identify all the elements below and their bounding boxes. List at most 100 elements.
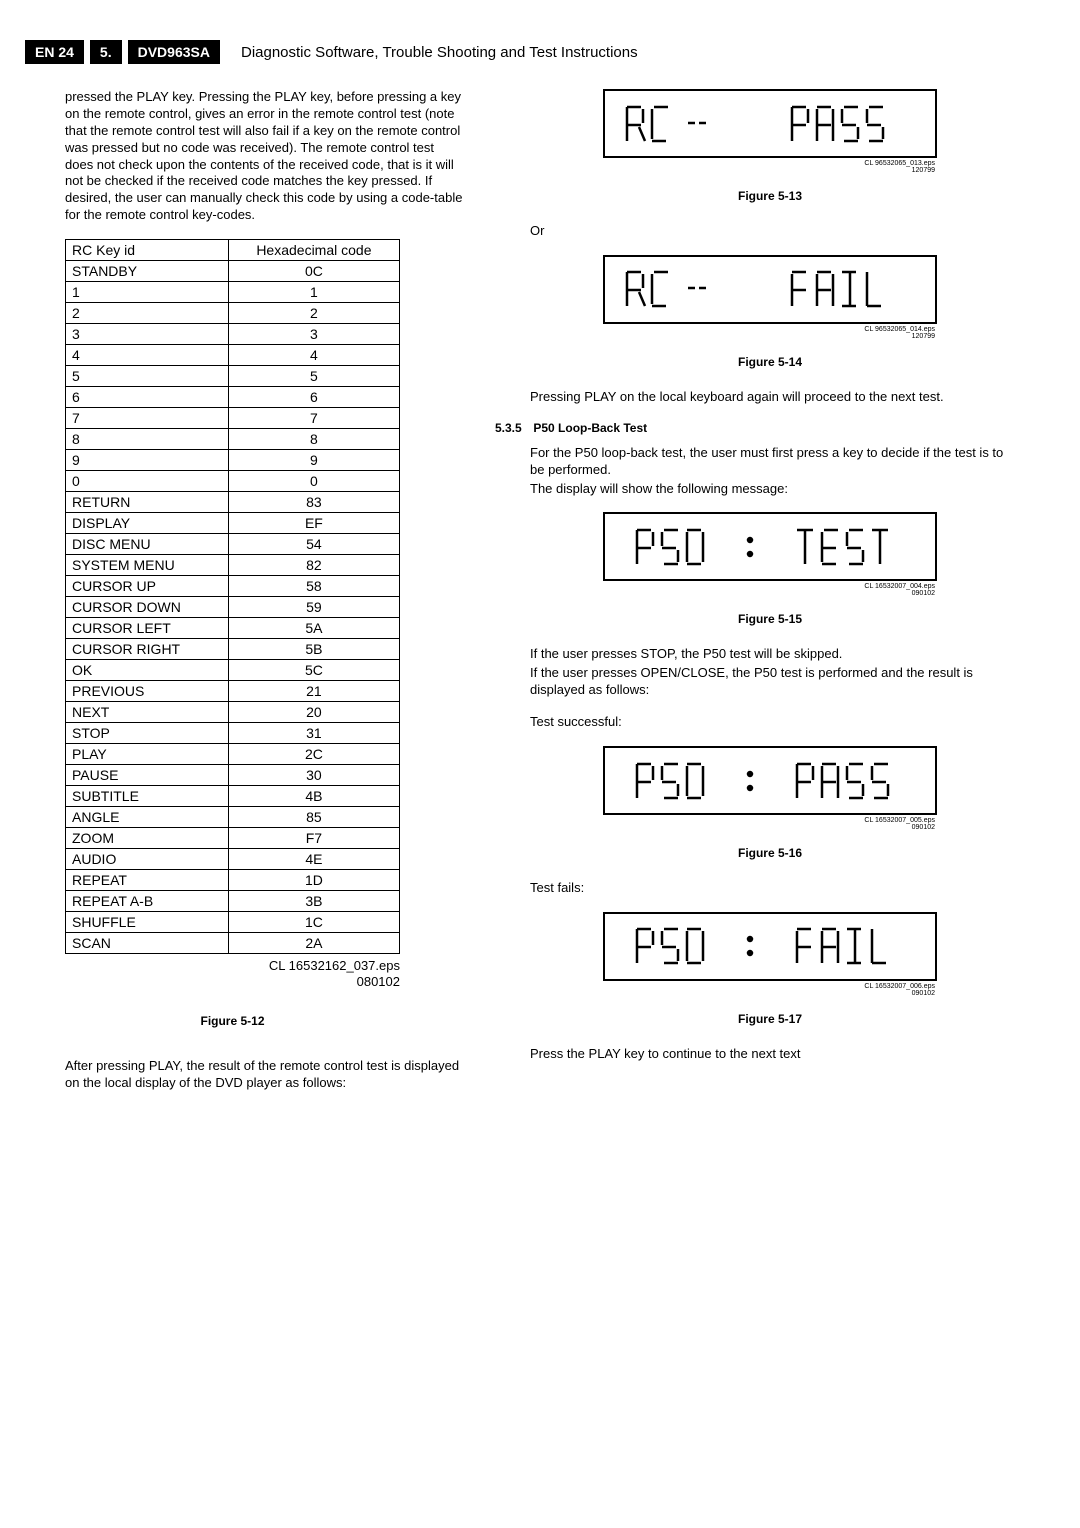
table-cell-code: 5B — [228, 639, 399, 660]
table-cell-key: STANDBY — [66, 261, 229, 282]
figure-14-label: Figure 5-14 — [530, 355, 1010, 369]
table-cell-key: PAUSE — [66, 765, 229, 786]
table-cell-key: PREVIOUS — [66, 681, 229, 702]
seg-p50-fail — [620, 925, 920, 967]
table-row: SCAN2A — [66, 933, 400, 954]
table-row: CURSOR DOWN59 — [66, 597, 400, 618]
table-cell-code: 1D — [228, 870, 399, 891]
table-row: 99 — [66, 450, 400, 471]
seg-p50-pass — [620, 760, 920, 802]
table-row: CURSOR UP58 — [66, 576, 400, 597]
table-row: PREVIOUS21 — [66, 681, 400, 702]
or-text: Or — [530, 223, 1010, 240]
table-row: AUDIO4E — [66, 849, 400, 870]
table-row: SYSTEM MENU82 — [66, 555, 400, 576]
rc-code-table: RC Key id Hexadecimal code STANDBY0C1122… — [65, 239, 400, 954]
table-cell-code: 30 — [228, 765, 399, 786]
eps-date: 080102 — [357, 974, 400, 989]
display-p50-fail — [603, 912, 937, 981]
table-row: NEXT20 — [66, 702, 400, 723]
table-row: 00 — [66, 471, 400, 492]
table-row: PLAY2C — [66, 744, 400, 765]
fig15-eps: CL 16532007_004.eps — [864, 583, 935, 590]
seg-rc-pass — [620, 103, 920, 145]
table-cell-key: CURSOR LEFT — [66, 618, 229, 639]
table-cell-key: NEXT — [66, 702, 229, 723]
table-cell-code: 2 — [228, 303, 399, 324]
table-cell-code: 5C — [228, 660, 399, 681]
table-row: OK5C — [66, 660, 400, 681]
table-cell-code: 4B — [228, 786, 399, 807]
table-cell-key: 9 — [66, 450, 229, 471]
table-cell-code: 5 — [228, 366, 399, 387]
table-col-key: RC Key id — [66, 240, 229, 261]
table-cell-code: 4E — [228, 849, 399, 870]
fig16-eps: CL 16532007_005.eps — [864, 817, 935, 824]
fig16-eps2: 090102 — [912, 824, 935, 831]
table-cell-code: 83 — [228, 492, 399, 513]
table-row: REPEAT A-B3B — [66, 891, 400, 912]
fig13-eps2: 120799 — [912, 167, 935, 174]
table-cell-key: 4 — [66, 345, 229, 366]
section-number: 5.3.5 — [495, 421, 530, 435]
table-cell-key: CURSOR UP — [66, 576, 229, 597]
table-row: DISPLAYEF — [66, 513, 400, 534]
table-cell-code: 3B — [228, 891, 399, 912]
table-cell-code: 20 — [228, 702, 399, 723]
table-row: 77 — [66, 408, 400, 429]
table-cell-key: DISPLAY — [66, 513, 229, 534]
page-header: EN 24 5. DVD963SA Diagnostic Software, T… — [25, 40, 1020, 64]
table-row: SUBTITLE4B — [66, 786, 400, 807]
table-cell-code: 5A — [228, 618, 399, 639]
table-row: 66 — [66, 387, 400, 408]
table-cell-code: 21 — [228, 681, 399, 702]
table-cell-code: 4 — [228, 345, 399, 366]
p50-para-b: The display will show the following mess… — [530, 481, 1010, 498]
table-cell-key: 0 — [66, 471, 229, 492]
table-cell-code: 85 — [228, 807, 399, 828]
table-cell-code: 2C — [228, 744, 399, 765]
test-successful-label: Test successful: — [530, 714, 1010, 731]
fig17-eps: CL 16532007_006.eps — [864, 983, 935, 990]
table-row: CURSOR RIGHT5B — [66, 639, 400, 660]
table-row: DISC MENU54 — [66, 534, 400, 555]
table-cell-key: DISC MENU — [66, 534, 229, 555]
table-cell-key: ANGLE — [66, 807, 229, 828]
table-row: REPEAT1D — [66, 870, 400, 891]
table-row: RETURN83 — [66, 492, 400, 513]
table-row: STOP31 — [66, 723, 400, 744]
table-row: ZOOMF7 — [66, 828, 400, 849]
seg-rc-fail — [620, 268, 920, 310]
table-cell-key: SUBTITLE — [66, 786, 229, 807]
table-cell-key: SCAN — [66, 933, 229, 954]
table-cell-key: 3 — [66, 324, 229, 345]
table-cell-code: 31 — [228, 723, 399, 744]
display-p50-pass — [603, 746, 937, 815]
table-cell-key: SHUFFLE — [66, 912, 229, 933]
table-cell-key: 6 — [66, 387, 229, 408]
p50-perform-para: If the user presses OPEN/CLOSE, the P50 … — [530, 665, 1010, 699]
table-cell-code: 7 — [228, 408, 399, 429]
table-row: 55 — [66, 366, 400, 387]
page-id: EN 24 — [25, 40, 84, 64]
figure-13-label: Figure 5-13 — [530, 189, 1010, 203]
figure-12-label: Figure 5-12 — [65, 1014, 400, 1028]
table-cell-code: 59 — [228, 597, 399, 618]
intro-paragraph: pressed the PLAY key. Pressing the PLAY … — [65, 89, 465, 224]
section-title: P50 Loop-Back Test — [533, 421, 647, 435]
table-cell-code: 0C — [228, 261, 399, 282]
display-rc-fail — [603, 255, 937, 324]
fig15-eps2: 090102 — [912, 590, 935, 597]
table-cell-key: CURSOR DOWN — [66, 597, 229, 618]
table-cell-code: 1 — [228, 282, 399, 303]
press-play-para: Press the PLAY key to continue to the ne… — [530, 1046, 1010, 1063]
table-cell-code: 6 — [228, 387, 399, 408]
table-cell-key: 7 — [66, 408, 229, 429]
table-cell-key: REPEAT A-B — [66, 891, 229, 912]
table-cell-code: 1C — [228, 912, 399, 933]
fig14-eps: CL 96532065_014.eps — [864, 326, 935, 333]
table-cell-key: PLAY — [66, 744, 229, 765]
table-cell-key: 5 — [66, 366, 229, 387]
table-row: 22 — [66, 303, 400, 324]
table-cell-code: 54 — [228, 534, 399, 555]
